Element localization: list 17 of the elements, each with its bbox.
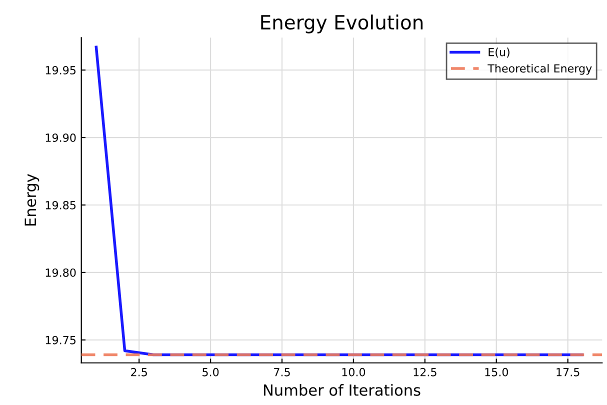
x-tick-label: 17.5 xyxy=(556,368,580,376)
legend-label: E(u) xyxy=(488,48,510,58)
y-tick-label: 19.80 xyxy=(46,268,76,277)
x-axis-title: Number of Iterations xyxy=(264,384,420,396)
x-tick-label: 7.5 xyxy=(274,368,290,376)
x-tick-label: 5.0 xyxy=(202,368,219,376)
chart-title: Energy Evolution xyxy=(261,14,423,34)
x-tick-label: 15.0 xyxy=(485,368,508,376)
y-tick-label: 19.90 xyxy=(46,134,76,142)
y-axis-title: Energy xyxy=(24,174,40,226)
legend-label: Theoretical Energy xyxy=(488,64,592,75)
y-tick-label: 19.85 xyxy=(46,200,76,210)
x-tick-label: 12.5 xyxy=(414,368,436,376)
y-tick-label: 19.95 xyxy=(46,66,76,74)
y-tick-label: 19.75 xyxy=(46,336,76,344)
x-tick-label: 10.0 xyxy=(342,368,366,376)
x-tick-label: 2.5 xyxy=(131,368,147,376)
